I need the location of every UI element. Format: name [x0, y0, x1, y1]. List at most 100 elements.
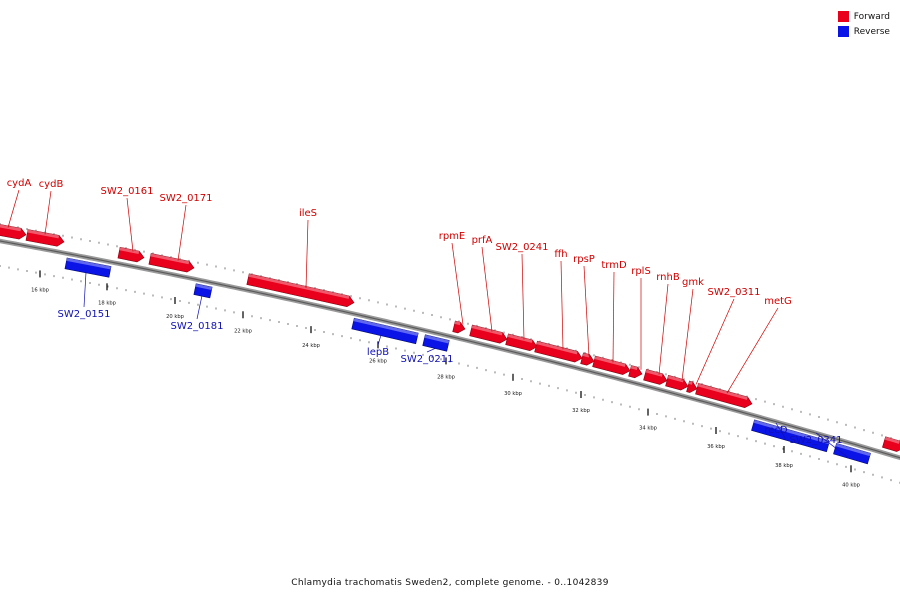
- gene-SW2_0161-highlight: [119, 247, 140, 255]
- gene-rpmE: [452, 320, 466, 334]
- gene-rplS-body: [628, 365, 643, 379]
- gene-cydB-label: cydB: [39, 179, 64, 190]
- gene-SW2_0151-label: SW2_0151: [57, 309, 110, 320]
- gene-gmk: [665, 374, 689, 391]
- ruler-label: 34 kbp: [639, 426, 658, 432]
- gene-rnhB: [643, 369, 668, 385]
- gene-prfA-label: prfA: [472, 235, 493, 246]
- gene-SW2_0171-label: SW2_0171: [159, 193, 212, 204]
- gene-rpmE-highlight: [454, 320, 461, 326]
- gene-cydB-highlight: [27, 229, 60, 239]
- ruler-label: 38 kbp: [775, 463, 794, 469]
- map-caption: Chlamydia trachomatis Sweden2, complete …: [291, 578, 609, 588]
- gene-ileS-body: [246, 273, 355, 308]
- gene-SW2_0241-label: SW2_0241: [495, 242, 548, 253]
- gene-SW2_0341-label: SW2_0341: [789, 435, 842, 446]
- gene-SW2_0181-body: [193, 283, 213, 299]
- backbone-inner: [0, 240, 900, 459]
- gene-gmk-highlight: [667, 375, 684, 383]
- gene-SW2_0241-body: [505, 333, 538, 351]
- gene-trmD-body: [592, 355, 631, 375]
- gene-SW2_0311-body: [686, 380, 698, 393]
- gene-ffh-body: [534, 340, 583, 363]
- gene-rnhB-label: rnhB: [656, 272, 680, 283]
- gene-rpmE-body: [452, 320, 466, 334]
- gene-SW2_0181-label: SW2_0181: [170, 321, 223, 332]
- gene-rpsP-label: rpsP: [573, 254, 595, 265]
- legend-forward: Forward: [837, 9, 890, 24]
- gene-prfA: [469, 324, 508, 344]
- gene-SW2_0171-body: [148, 253, 195, 273]
- gene-SW2_0151-body: [64, 257, 112, 278]
- ruler-label: 36 kbp: [707, 444, 726, 450]
- gene-recD-highlight: [753, 419, 830, 445]
- gene-recD: [751, 419, 830, 453]
- ruler-label: 16 kbp: [31, 287, 50, 293]
- gene-SW2_0341-leader: [815, 432, 849, 458]
- ruler-label: 26 kbp: [369, 358, 388, 364]
- gene-SW2_0151: [64, 257, 112, 278]
- gene-SW2_0211-highlight: [424, 334, 450, 344]
- gene-SW2_0171-leader: [177, 204, 187, 261]
- gene-rpsP-highlight: [582, 352, 590, 358]
- gene-recD-label: recD: [764, 425, 788, 436]
- ruler-label: 24 kbp: [302, 343, 321, 349]
- gene-SW2_0241: [505, 333, 538, 351]
- gene-SW2_0241-leader: [521, 253, 525, 340]
- gene-rnhB-body: [643, 369, 668, 385]
- gene-SW2_0311: [686, 380, 698, 393]
- gene-SW2_0311-label: SW2_0311: [707, 287, 760, 298]
- forward-swatch: [837, 11, 849, 22]
- gene-cydA-label: cydA: [7, 178, 32, 189]
- ruler-label: 30 kbp: [504, 391, 523, 397]
- gene-SW2_0181-leader: [196, 295, 203, 320]
- legend-forward-label: Forward: [853, 11, 890, 22]
- gene-SW2_0151-leader: [83, 272, 87, 308]
- gene-ffh-leader: [560, 260, 564, 350]
- gene-recD-body: [751, 419, 830, 453]
- gene-cydA-highlight: [0, 223, 22, 232]
- ruler-label: 18 kbp: [98, 300, 117, 306]
- gene-rplS-label: rplS: [631, 266, 651, 277]
- gene-lepB: [351, 317, 419, 345]
- gene-SW2_0211: [422, 334, 450, 352]
- gene-SW2_0211-body: [422, 334, 450, 352]
- gene-ffh-label: ffh: [554, 249, 567, 260]
- legend-reverse-label: Reverse: [853, 26, 890, 37]
- gene-ileS-leader: [305, 219, 309, 289]
- gene-SW2_0161-body: [117, 246, 145, 263]
- gene-cydB-body: [25, 229, 65, 247]
- gene-rpsP: [580, 352, 595, 366]
- gene-gmk-label: gmk: [682, 277, 704, 288]
- gene-metG-label: metG: [764, 296, 792, 307]
- gene-cydB-leader: [44, 190, 52, 235]
- gene-ileS: [246, 273, 355, 308]
- gene-lepB-highlight: [353, 318, 419, 336]
- ruler-label: 40 kbp: [842, 482, 861, 488]
- gene-SW2_0171-highlight: [150, 253, 190, 265]
- gene-rnhB-leader: [658, 283, 669, 375]
- gene-lepB-label: lepB: [367, 347, 389, 358]
- gene-prfA-leader: [481, 246, 493, 332]
- gene-SW2_0241-highlight: [507, 333, 533, 343]
- gene-rpmE-leader: [451, 242, 464, 325]
- gene-rpsP-body: [580, 352, 595, 366]
- gene-rpsP-leader: [583, 265, 590, 357]
- gene-ffh: [534, 340, 583, 363]
- gene-SW2_0311-highlight: [688, 381, 693, 385]
- gene-edge-forward-highlight: [884, 436, 900, 444]
- gene-SW2_0181: [193, 283, 213, 299]
- gene-trmD-highlight: [594, 356, 626, 367]
- gene-gmk-leader: [681, 288, 694, 381]
- gene-trmD-label: trmD: [601, 260, 627, 271]
- gene-metG-highlight: [697, 383, 748, 400]
- gene-prfA-highlight: [471, 325, 503, 336]
- gene-trmD: [592, 355, 631, 375]
- gene-SW2_0341-body: [833, 442, 871, 465]
- ruler-label: 28 kbp: [437, 374, 456, 380]
- gene-SW2_0211-label: SW2_0211: [400, 354, 453, 365]
- ruler-label: 20 kbp: [166, 314, 185, 320]
- gene-metG-body: [695, 383, 753, 408]
- gene-ffh-highlight: [536, 341, 578, 355]
